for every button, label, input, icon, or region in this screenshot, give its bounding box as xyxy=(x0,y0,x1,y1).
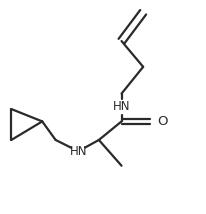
Text: O: O xyxy=(158,115,168,128)
Text: HN: HN xyxy=(113,101,130,113)
Text: HN: HN xyxy=(70,145,87,158)
